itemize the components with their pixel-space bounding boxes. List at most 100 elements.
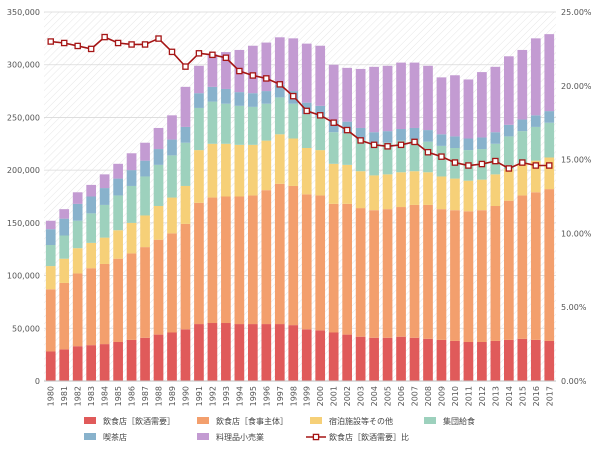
bar-segment-s0 <box>369 337 379 381</box>
bar-segment-s0 <box>261 324 272 381</box>
bar-segment-s4 <box>274 84 285 98</box>
bar-segment-s5 <box>153 127 164 150</box>
bar-segment-s4 <box>450 136 460 149</box>
x-tick-label: 2014 <box>505 386 514 406</box>
legend-label[interactable]: 宿泊施設等その他 <box>329 416 393 426</box>
bar-segment-s2 <box>180 185 191 224</box>
bar-segment-s1 <box>274 183 285 325</box>
bar-segment-s5 <box>517 49 528 120</box>
bar-segment-s3 <box>247 106 258 145</box>
legend-swatch[interactable] <box>84 433 96 440</box>
ratio-marker <box>182 63 189 70</box>
bar-segment-s2 <box>247 144 258 196</box>
bar-segment-s4 <box>517 119 528 132</box>
bar-segment-s4 <box>247 93 258 107</box>
bar-segment-s0 <box>113 341 123 381</box>
bar-segment-s0 <box>530 339 541 381</box>
legend-swatch[interactable] <box>197 417 209 424</box>
bar-segment-s5 <box>382 65 393 132</box>
bar-segment-s2 <box>450 178 460 211</box>
bar-segment-s1 <box>153 239 164 335</box>
ratio-marker <box>370 141 378 149</box>
bar-segment-s3 <box>221 103 231 144</box>
x-tick-label: 2008 <box>424 386 433 406</box>
x-tick-label: 2001 <box>330 386 339 406</box>
ratio-marker <box>438 153 445 160</box>
bar-segment-s1 <box>45 289 56 352</box>
ratio-marker <box>155 35 162 42</box>
bar-segment-s2 <box>140 215 150 248</box>
bar-segment-s2 <box>328 163 339 204</box>
bar-segment-s1 <box>221 196 231 324</box>
bar-segment-s1 <box>113 258 123 342</box>
bar-segment-s2 <box>288 138 299 186</box>
bar-segment-s2 <box>315 150 326 196</box>
bar-segment-s5 <box>315 45 326 106</box>
bar-segment-s0 <box>221 323 231 381</box>
x-tick-label: 2003 <box>357 386 366 406</box>
y2-tick-label: 10.00% <box>561 229 592 238</box>
bar-segment-s2 <box>45 266 56 290</box>
legend-label[interactable]: 飲食店［食事主体］ <box>216 416 288 426</box>
bar-segment-s0 <box>477 341 487 381</box>
bar-segment-s4 <box>261 91 272 104</box>
bar-segment-s5 <box>247 45 258 94</box>
ratio-marker <box>209 51 216 59</box>
bar-segment-s2 <box>530 160 541 193</box>
bar-segment-s4 <box>180 126 191 143</box>
legend-label[interactable]: 集団給食 <box>443 416 475 426</box>
bar-segment-s5 <box>423 65 433 131</box>
bar-segment-s0 <box>99 344 110 381</box>
ratio-marker <box>505 165 513 172</box>
legend-label[interactable]: 喫茶店 <box>103 432 127 442</box>
x-tick-label: 2006 <box>397 386 406 406</box>
bar-segment-s0 <box>126 339 137 381</box>
legend-label[interactable]: 料理品小売業 <box>216 432 264 442</box>
bar-segment-s0 <box>301 329 312 381</box>
ratio-marker <box>249 72 257 79</box>
bar-segment-s0 <box>382 337 393 381</box>
legend-label[interactable]: 飲食店［飲酒需要］比 <box>329 432 409 442</box>
bar-segment-s3 <box>140 176 150 216</box>
bar-segment-s2 <box>396 172 406 208</box>
ratio-marker <box>168 48 176 56</box>
ratio-marker <box>357 137 364 144</box>
legend-swatch[interactable] <box>197 433 209 440</box>
x-tick-label: 2004 <box>370 386 379 406</box>
x-tick-label: 2015 <box>518 386 527 406</box>
legend-swatch[interactable] <box>424 417 436 424</box>
bar-segment-s1 <box>355 208 366 337</box>
ratio-marker <box>465 162 472 169</box>
ratio-marker <box>195 50 203 57</box>
bar-segment-s1 <box>382 209 393 338</box>
bar-segment-s0 <box>436 339 447 381</box>
y-tick-label: 150,000 <box>7 219 40 228</box>
bar-segment-s2 <box>490 174 501 206</box>
bar-segment-s2 <box>342 164 353 204</box>
bar-segment-s5 <box>261 42 272 92</box>
bar-segment-s0 <box>86 345 97 381</box>
ratio-marker <box>532 162 540 169</box>
ratio-marker <box>114 39 122 47</box>
bar-segment-s2 <box>436 176 447 210</box>
bar-segment-s4 <box>436 134 447 146</box>
bar-segment-s2 <box>517 163 528 196</box>
ratio-marker <box>101 33 108 41</box>
bar-segment-s1 <box>342 203 353 335</box>
bar-segment-s0 <box>396 336 406 381</box>
bar-segment-s4 <box>477 137 487 150</box>
bar-segment-s4 <box>423 130 433 142</box>
bar-segment-s4 <box>530 115 541 127</box>
legend-swatch-marker[interactable] <box>312 433 320 441</box>
legend-swatch[interactable] <box>310 417 322 424</box>
bar-segment-s5 <box>180 86 191 127</box>
legend-label[interactable]: 飲食店［飲酒需要］ <box>103 416 175 426</box>
ratio-marker <box>546 162 553 169</box>
bar-segment-s5 <box>409 62 420 128</box>
legend-swatch[interactable] <box>84 417 96 424</box>
bar-segment-s3 <box>59 235 70 259</box>
bar-segment-s4 <box>99 188 110 205</box>
bar-segment-s2 <box>113 230 123 259</box>
